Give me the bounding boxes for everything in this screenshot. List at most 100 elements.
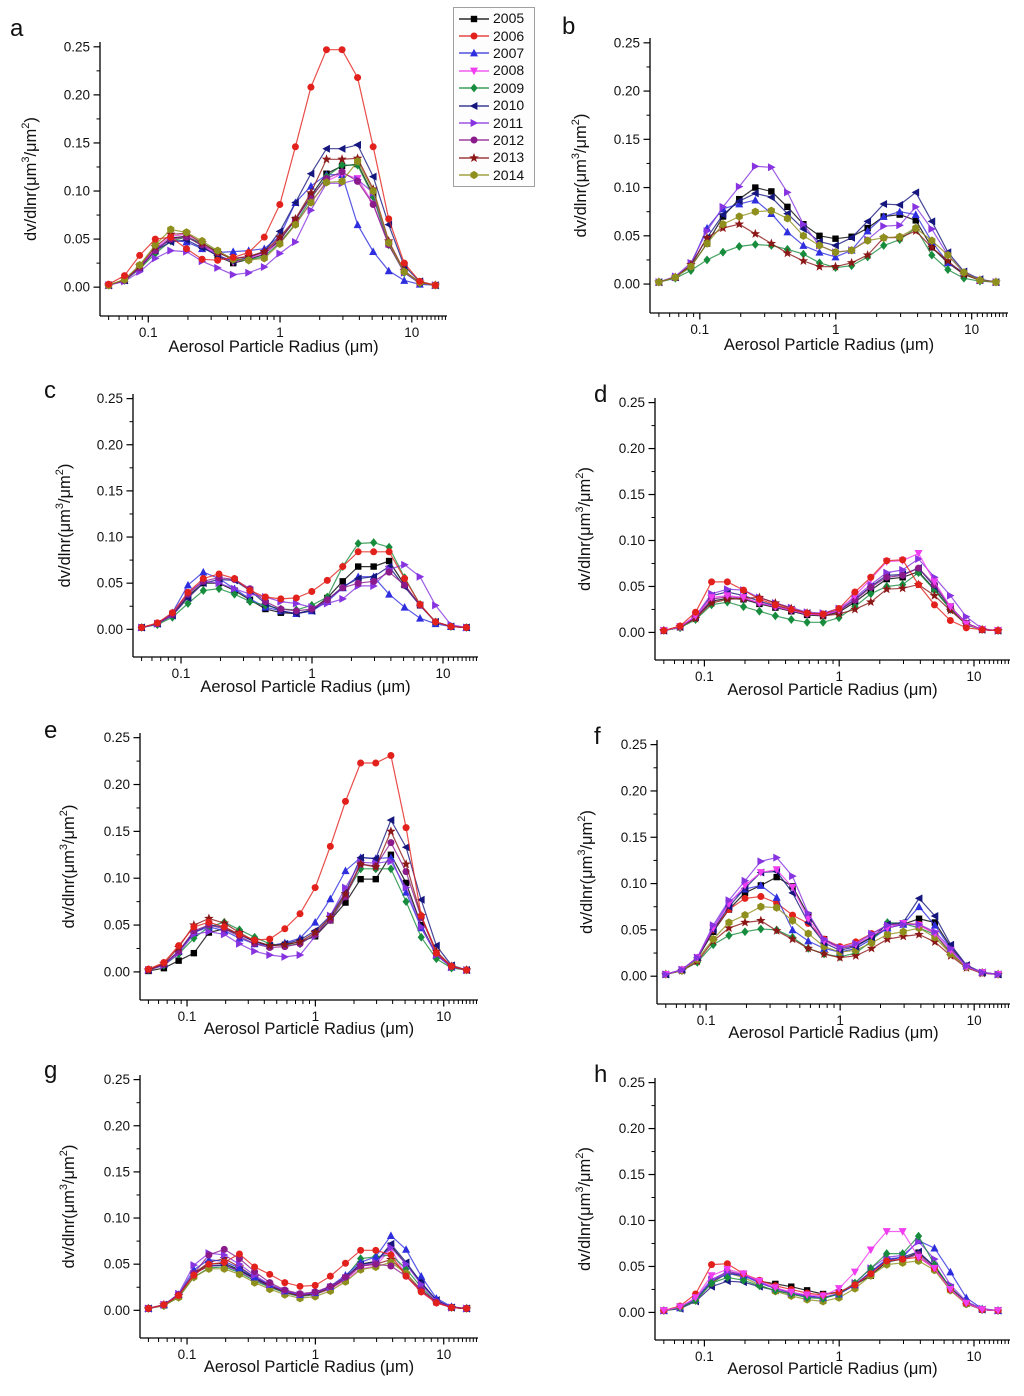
marker-triangle-up [895,207,904,216]
legend-year-label: 2011 [493,114,524,131]
marker-circle [311,1288,319,1296]
marker-square [915,915,923,922]
marker-circle [277,595,285,603]
marker-triangle-down [739,594,748,602]
marker-triangle-right [281,952,290,961]
x-tick-label: 1 [836,1013,844,1028]
y-tick-label: 0.20 [621,783,647,798]
marker-circle [354,579,362,587]
marker-triangle-up [353,220,362,229]
marker-triangle-right [719,202,728,211]
series-c-2006 [138,548,470,631]
marker-triangle-right [662,970,670,979]
marker-diamond [899,1249,907,1258]
marker-triangle-down [994,1307,1003,1315]
y-tick-label: 0.05 [619,579,645,594]
y-tick-label: 0.20 [104,777,130,792]
marker-circle [144,1304,152,1312]
marker-triangle-up [799,241,808,249]
marker-star [280,939,290,949]
marker-circle [296,1282,304,1290]
marker-circle [739,586,747,594]
marker-circle [978,626,986,634]
marker-circle [105,280,113,288]
marker-circle [183,245,191,253]
marker-circle [341,1259,349,1267]
marker-circle [160,959,168,967]
marker-triangle-right [417,922,426,931]
marker-circle [470,32,478,40]
marker-triangle-up [772,893,781,901]
legend-year-label: 2008 [493,62,525,79]
marker-triangle-down [898,1228,907,1236]
marker-hexagon [235,1270,243,1279]
marker-circle [311,884,319,892]
marker-triangle-left [386,816,395,825]
panel-a-chart: 0.00 0.05 0.10 0.15 0.20 0.25 0.1 1 10 Aerosol Pa… [10,15,447,356]
x-tick-label: 1 [832,322,840,337]
marker-triangle-down [978,1306,987,1314]
y-tick-label: 0.05 [97,576,123,591]
marker-circle [867,1270,875,1278]
series-line [665,869,999,975]
marker-triangle-right [896,221,904,230]
marker-triangle-right [931,927,940,936]
marker-circle [883,557,891,565]
series-line [658,191,997,283]
series-line [663,559,999,632]
marker-triangle-up [735,199,744,208]
marker-circle [915,564,923,572]
marker-circle [214,256,222,264]
marker-circle [708,1261,716,1269]
marker-triangle-up [946,1267,955,1276]
marker-circle [357,759,365,767]
marker-diamond [723,1273,731,1282]
y-tick-label: 0.25 [97,391,123,406]
marker-circle [220,1258,228,1266]
series-line [663,552,999,632]
y-tick-label: 0.15 [64,135,90,150]
marker-circle [338,46,346,54]
marker-star [835,952,845,962]
series-line [108,171,436,286]
legend-marker-2011 [459,119,489,128]
series-line [663,1230,999,1312]
marker-triangle-right [836,943,845,952]
panel-letter-d: d [594,381,607,408]
marker-diamond [757,924,765,934]
series-line [658,223,997,283]
marker-triangle-right [899,565,907,574]
marker-circle [416,600,424,608]
marker-circle [307,83,315,91]
marker-hexagon [182,228,191,237]
marker-circle [167,233,175,241]
marker-circle [387,839,395,847]
marker-triangle-right [236,939,244,948]
series-line [148,818,467,971]
marker-hexagon [214,246,222,255]
marker-hexagon [291,220,299,229]
marker-circle [322,46,330,54]
marker-hexagon [912,223,920,233]
marker-triangle-down [723,592,732,600]
y-tick-label: 0.25 [64,39,90,54]
marker-triangle-up [879,212,888,220]
marker-square [741,889,749,897]
marker-circle [199,575,207,583]
marker-hexagon [848,246,856,255]
marker-diamond [230,589,239,599]
marker-star [787,934,798,944]
marker-circle [771,601,779,609]
marker-triangle-up [783,227,792,236]
y-tick-label: 0.00 [619,625,645,640]
y-tick-label: 0.10 [104,1211,130,1226]
marker-star [782,248,793,258]
legend-marker-2007 [459,49,489,57]
marker-diamond [199,586,207,595]
legend-item-2009: 2009 [459,80,530,97]
marker-triangle-right [804,909,813,918]
x-tick-label: 1 [312,1347,320,1362]
y-tick-label: 0.00 [621,969,647,984]
series-line [108,144,436,286]
marker-triangle-right [260,262,269,271]
